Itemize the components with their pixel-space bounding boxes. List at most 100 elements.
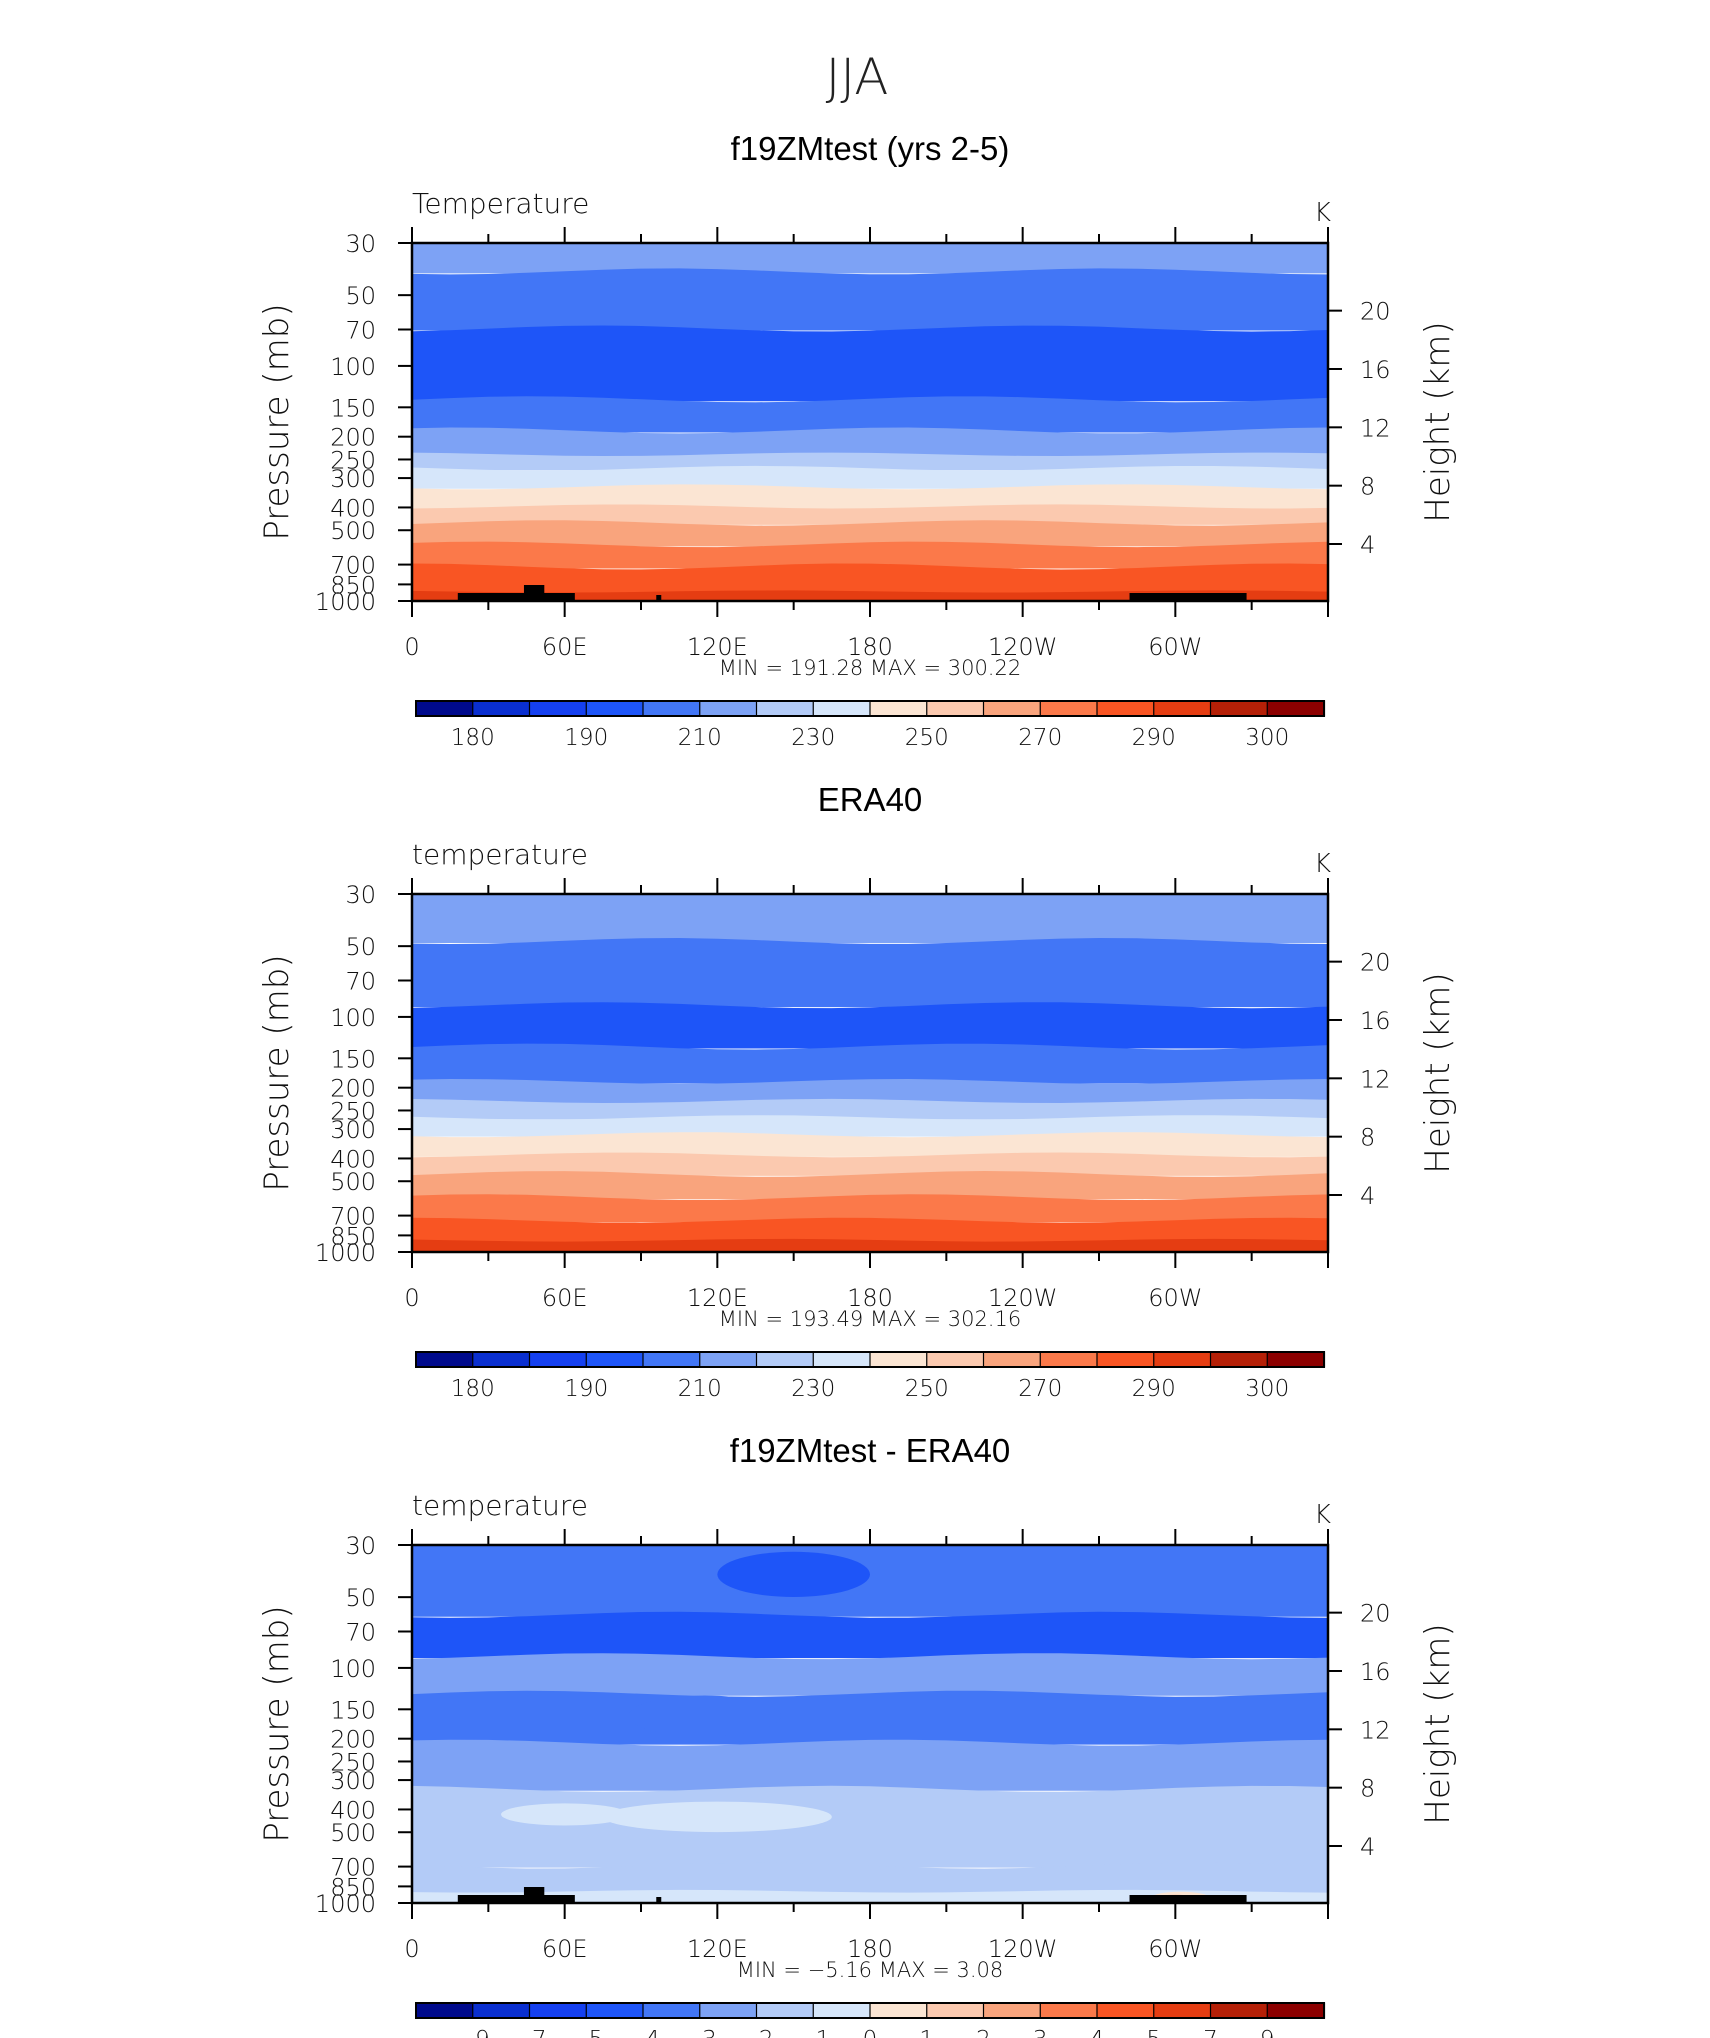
season-title: JJA — [826, 48, 889, 106]
y-tick-label: 50 — [345, 933, 376, 961]
min-max-stats: MIN = 191.28 MAX = 300.22 — [719, 656, 1021, 680]
colorbar-label: −4 — [626, 2027, 660, 2038]
colorbar-label: 250 — [905, 725, 949, 751]
colorbar-label: 210 — [678, 1376, 722, 1402]
colorbar-swatch — [1096, 1351, 1155, 1368]
colorbar-label: 3 — [1033, 2027, 1048, 2038]
colorbar-swatch — [1209, 2002, 1269, 2019]
contour-band — [412, 1611, 1328, 1659]
contour-band — [412, 1152, 1328, 1176]
y-axis-title-right: Height (km) — [1418, 972, 1458, 1173]
colorbar-swatch — [1153, 1351, 1212, 1368]
contour-band — [412, 325, 1328, 402]
colorbar-swatch — [1096, 700, 1155, 717]
panel-title: f19ZMtest - ERA40 — [730, 1432, 1011, 1469]
colorbar-label: 0 — [863, 2027, 878, 2038]
contour-band — [412, 268, 1328, 331]
panel-title: f19ZMtest (yrs 2-5) — [731, 130, 1010, 167]
y-tick-label: 400 — [330, 1145, 376, 1173]
colorbar-label: 180 — [451, 1376, 495, 1402]
y-tick-label: 250 — [330, 1097, 376, 1125]
contour-band — [412, 590, 1328, 601]
contour-band — [412, 1238, 1328, 1252]
y-tick-label-right: 4 — [1360, 1833, 1375, 1861]
contour-band — [412, 563, 1328, 594]
colorbar-swatch — [528, 2002, 588, 2019]
y-tick-label: 250 — [330, 1748, 376, 1776]
panel-title: ERA40 — [818, 781, 923, 818]
contour-band — [412, 1079, 1328, 1103]
min-max-stats: MIN = −5.16 MAX = 3.08 — [737, 1958, 1004, 1982]
contour-band — [412, 1217, 1328, 1243]
contour-field — [412, 243, 1328, 601]
y-tick-label: 700 — [330, 1203, 376, 1231]
contour-band — [412, 1115, 1328, 1137]
colorbar-swatch — [755, 1351, 815, 1368]
colorbar-label: 1 — [919, 2027, 934, 2038]
y-tick-label-right: 12 — [1360, 1065, 1391, 1093]
contour-band — [412, 1043, 1328, 1084]
y-tick-label: 850 — [330, 1222, 376, 1250]
y-tick-label-right: 16 — [1360, 1007, 1391, 1035]
colorbar-swatch — [585, 1351, 645, 1368]
colorbar-swatch — [1096, 2002, 1155, 2019]
colorbar-label: 230 — [791, 725, 835, 751]
contour-band — [412, 1653, 1328, 1696]
colorbar-frame — [415, 700, 1325, 717]
y-tick-label-right: 20 — [1360, 949, 1391, 977]
colorbar-swatch — [1153, 2002, 1212, 2019]
colorbar-swatch — [982, 1351, 1042, 1368]
colorbar-swatch — [982, 700, 1042, 717]
y-tick-label: 850 — [330, 571, 376, 599]
contour-band — [412, 520, 1328, 547]
y-tick-label: 50 — [345, 1584, 376, 1612]
contour-feature — [501, 1803, 629, 1826]
x-tick-label: 120E — [687, 633, 748, 661]
y-tick-label-right: 4 — [1360, 1182, 1375, 1210]
colorbar-swatch — [755, 2002, 815, 2019]
colorbar-swatch — [1209, 700, 1269, 717]
colorbar-swatch — [755, 700, 815, 717]
colorbar-label: 230 — [791, 1376, 835, 1402]
contour-band — [412, 396, 1328, 433]
x-tick-label: 0 — [404, 633, 419, 661]
y-tick-label-right: 16 — [1360, 1658, 1391, 1686]
contour-band — [412, 504, 1328, 525]
units-label: K — [1314, 198, 1331, 228]
contour-band — [412, 1889, 1328, 1903]
contour-band — [412, 938, 1328, 1008]
contour-band — [412, 1690, 1328, 1745]
colorbar-label: 270 — [1018, 725, 1062, 751]
x-tick-label: 60E — [542, 1935, 588, 1963]
y-tick-label-right: 16 — [1360, 356, 1391, 384]
colorbar-label: 270 — [1018, 1376, 1062, 1402]
colorbar-label: 4 — [1090, 2027, 1105, 2038]
colorbar-swatch — [1153, 700, 1212, 717]
x-tick-label: 120E — [687, 1284, 748, 1312]
y-tick-label: 850 — [330, 1873, 376, 1901]
y-tick-label-right: 12 — [1360, 414, 1391, 442]
x-tick-label: 60E — [542, 633, 588, 661]
y-tick-label: 200 — [330, 424, 376, 452]
y-tick-label: 300 — [330, 1767, 376, 1795]
colorbar-swatch — [926, 1351, 985, 1368]
contour-field — [412, 1545, 1328, 1903]
x-tick-label: 60E — [542, 1284, 588, 1312]
variable-label: temperature — [412, 838, 588, 871]
y-tick-label-right: 8 — [1360, 1124, 1375, 1152]
contour-band — [412, 1785, 1328, 1868]
chart-panel-1: f19ZMtest (yrs 2-5) Temperature K 0 60E 120E 1… — [257, 130, 1458, 751]
contour-band — [412, 1545, 1328, 1617]
y-tick-label: 70 — [345, 317, 376, 345]
colorbar-swatch — [1039, 700, 1099, 717]
x-tick-label: 0 — [404, 1284, 419, 1312]
y-tick-label: 100 — [330, 1655, 376, 1683]
contour-band — [412, 243, 1328, 274]
colorbar-swatch — [926, 700, 985, 717]
y-tick-label-right: 8 — [1360, 1775, 1375, 1803]
colorbar-label: 180 — [451, 725, 495, 751]
topography-mask — [656, 1897, 662, 1903]
contour-feature — [717, 1551, 871, 1597]
colorbar-swatch — [585, 2002, 645, 2019]
